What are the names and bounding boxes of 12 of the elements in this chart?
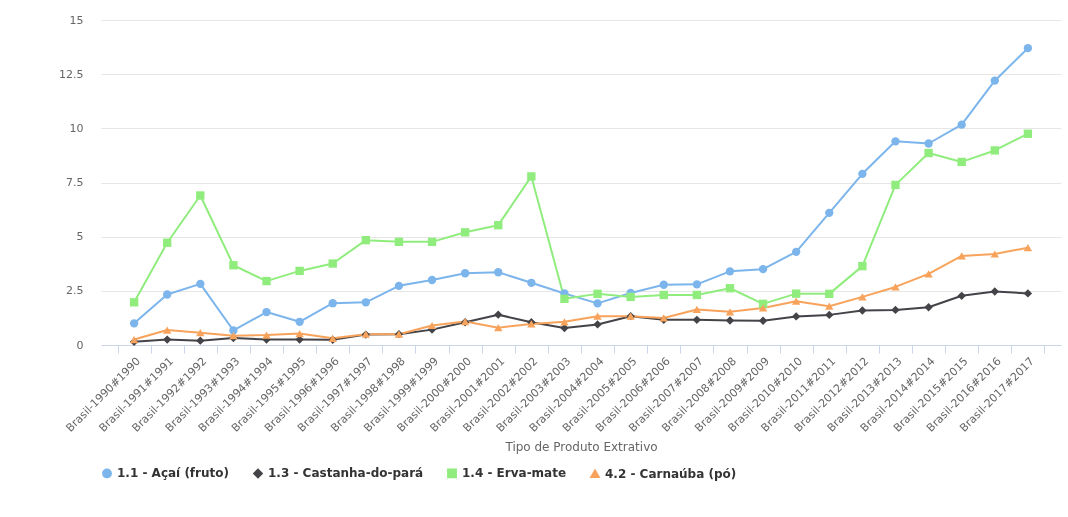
- y-tick-label: 15: [69, 13, 84, 27]
- legend-label: 1.4 - Erva-mate: [462, 466, 567, 481]
- y-tick-label: 0: [76, 338, 84, 352]
- y-tick-label: 10: [69, 121, 84, 135]
- y-tick-label: 2.5: [66, 284, 84, 298]
- x-axis-title: Tipo de Produto Extrativo: [504, 439, 658, 454]
- y-tick-label: 7.5: [66, 176, 84, 189]
- legend-label: 1.1 - Açaí (fruto): [117, 466, 230, 481]
- legend-label: 1.3 - Castanha-do-pará: [268, 466, 424, 481]
- y-tick-label: 5: [76, 230, 84, 244]
- y-tick-label: 12.5: [59, 67, 84, 81]
- legend-label: 4.2 - Carnaúba (pó): [605, 466, 737, 481]
